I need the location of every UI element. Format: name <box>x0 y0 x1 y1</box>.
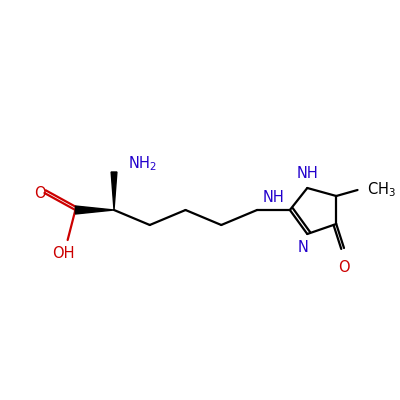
Text: N: N <box>298 240 309 256</box>
Polygon shape <box>111 172 117 210</box>
Text: OH: OH <box>52 246 75 260</box>
Polygon shape <box>75 206 114 214</box>
Text: CH$_3$: CH$_3$ <box>367 181 396 199</box>
Text: NH: NH <box>296 166 318 180</box>
Text: NH: NH <box>262 190 284 206</box>
Text: NH$_2$: NH$_2$ <box>128 155 156 173</box>
Text: O: O <box>34 186 46 200</box>
Text: O: O <box>338 260 350 274</box>
